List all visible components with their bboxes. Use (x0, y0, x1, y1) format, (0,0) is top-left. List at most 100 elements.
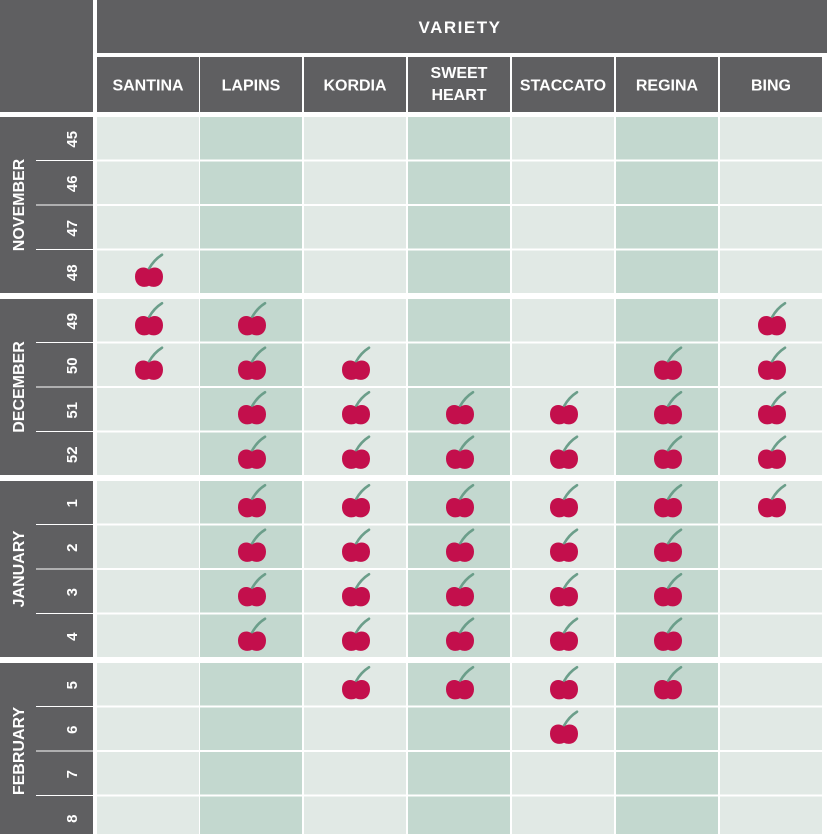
cell-lapins-week-48 (200, 250, 302, 293)
cell-santina-week-52 (97, 432, 199, 475)
week-label-51: 51 (64, 402, 81, 419)
cherry-icon (550, 572, 579, 607)
cell-sweet-heart-week-7 (408, 752, 510, 795)
cell-kordia-week-46 (304, 161, 406, 204)
cell-kordia-week-47 (304, 206, 406, 249)
cherry-icon (238, 390, 267, 425)
cherry-icon (446, 572, 475, 607)
week-label-8: 8 (64, 815, 81, 823)
column-header-label-bing: BING (751, 78, 791, 95)
cherry-icon (550, 435, 579, 469)
cell-kordia-week-45 (304, 117, 406, 160)
week-label-3: 3 (64, 588, 81, 596)
cell-sweet-heart-week-46 (408, 161, 510, 204)
variety-column-headers: SANTINA LAPINS KORDIA SWEET HEART STACCATO REG… (97, 57, 822, 112)
cherry-icon (654, 435, 683, 469)
cell-regina-week-45 (616, 117, 718, 160)
cherry-icon (654, 346, 683, 380)
cell-santina-week-51 (97, 388, 199, 431)
cherry-icon (654, 528, 683, 562)
month-label-january: JANUARY (11, 530, 28, 607)
cherry-icon (342, 483, 371, 518)
cell-bing-week-47 (720, 206, 822, 249)
cherry-icon (758, 301, 787, 336)
column-header-regina (616, 57, 718, 112)
cell-regina-week-6 (616, 707, 718, 750)
cell-kordia-week-6 (304, 707, 406, 750)
cell-bing-week-6 (720, 707, 822, 750)
cell-regina-week-48 (616, 250, 718, 293)
column-header-lapins (200, 57, 302, 112)
cherry-icon (342, 572, 371, 607)
cherry-icon (654, 665, 683, 700)
cherry-icon (550, 617, 579, 651)
column-header-santina (97, 57, 199, 112)
cell-regina-week-7 (616, 752, 718, 795)
cherry-icon (446, 435, 475, 469)
cell-bing-week-48 (720, 250, 822, 293)
cell-santina-week-47 (97, 206, 199, 249)
cherry-icon (342, 435, 371, 469)
cherry-icon (135, 301, 164, 336)
column-header-label-sweet-heart-1: SWEET (431, 65, 488, 82)
cell-regina-week-8 (616, 796, 718, 834)
week-label-6: 6 (64, 726, 81, 734)
cherry-icon (446, 665, 475, 700)
column-header-label-santina: SANTINA (112, 78, 184, 95)
cell-kordia-week-49 (304, 299, 406, 342)
week-label-4: 4 (64, 632, 81, 641)
week-label-52: 52 (64, 446, 81, 463)
cherry-icon (342, 665, 371, 700)
cherry-icon (654, 390, 683, 425)
cell-lapins-week-5 (200, 663, 302, 706)
column-header-bing (720, 57, 822, 112)
cell-staccato-week-47 (512, 206, 614, 249)
cell-staccato-week-46 (512, 161, 614, 204)
cherry-icon (238, 617, 267, 651)
cell-bing-week-3 (720, 570, 822, 613)
cell-sweet-heart-week-45 (408, 117, 510, 160)
cherry-icon (654, 617, 683, 651)
cherry-markers (135, 253, 787, 744)
variety-header-bg (97, 0, 827, 53)
cell-staccato-week-8 (512, 796, 614, 834)
cell-lapins-week-46 (200, 161, 302, 204)
cherry-icon (342, 346, 371, 380)
cell-lapins-week-7 (200, 752, 302, 795)
cell-sweet-heart-week-50 (408, 343, 510, 386)
cell-lapins-week-45 (200, 117, 302, 160)
cell-sweet-heart-week-8 (408, 796, 510, 834)
cherry-icon (238, 528, 267, 562)
column-header-label-kordia: KORDIA (323, 78, 387, 95)
cell-bing-week-8 (720, 796, 822, 834)
cell-bing-week-2 (720, 525, 822, 568)
cherry-icon (758, 483, 787, 518)
cell-staccato-week-48 (512, 250, 614, 293)
cell-sweet-heart-week-48 (408, 250, 510, 293)
cell-staccato-week-7 (512, 752, 614, 795)
cherry-icon (446, 617, 475, 651)
cherry-icon (550, 483, 579, 518)
variety-title: VARIETY (419, 18, 502, 37)
cell-bing-week-46 (720, 161, 822, 204)
column-header-label-regina: REGINA (636, 78, 699, 95)
week-label-5: 5 (64, 681, 81, 689)
cell-regina-week-46 (616, 161, 718, 204)
cherry-icon (758, 435, 787, 469)
cell-sweet-heart-week-6 (408, 707, 510, 750)
cell-santina-week-7 (97, 752, 199, 795)
cherry-icon (238, 301, 267, 336)
column-header-staccato (512, 57, 614, 112)
cell-santina-week-45 (97, 117, 199, 160)
cell-staccato-week-45 (512, 117, 614, 160)
cherry-icon (238, 435, 267, 469)
cell-sweet-heart-week-47 (408, 206, 510, 249)
cherry-icon (550, 665, 579, 700)
cherry-icon (550, 710, 579, 744)
cherry-icon (135, 346, 164, 380)
cherry-icon (342, 617, 371, 651)
month-bands: 45 46 47 48 NOVEMBER 49 50 51 52 DECEMBER 1 2 3 4 JANU… (0, 117, 93, 834)
column-header-label-lapins: LAPINS (222, 78, 281, 95)
week-label-47: 47 (64, 220, 81, 237)
